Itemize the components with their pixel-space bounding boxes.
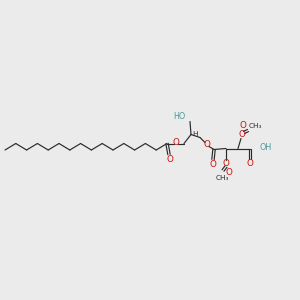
Text: H: H: [192, 130, 197, 136]
Text: OH: OH: [260, 143, 272, 152]
Text: O: O: [223, 159, 230, 168]
Text: O: O: [238, 130, 245, 139]
Text: O: O: [226, 168, 232, 177]
Text: O: O: [210, 160, 216, 169]
Text: O: O: [240, 121, 246, 130]
Text: O: O: [172, 138, 179, 147]
Text: CH₃: CH₃: [215, 175, 229, 181]
Text: O: O: [247, 159, 254, 168]
Text: O: O: [204, 140, 210, 149]
Text: HO: HO: [173, 112, 185, 121]
Text: O: O: [167, 155, 173, 164]
Text: CH₃: CH₃: [248, 122, 262, 128]
